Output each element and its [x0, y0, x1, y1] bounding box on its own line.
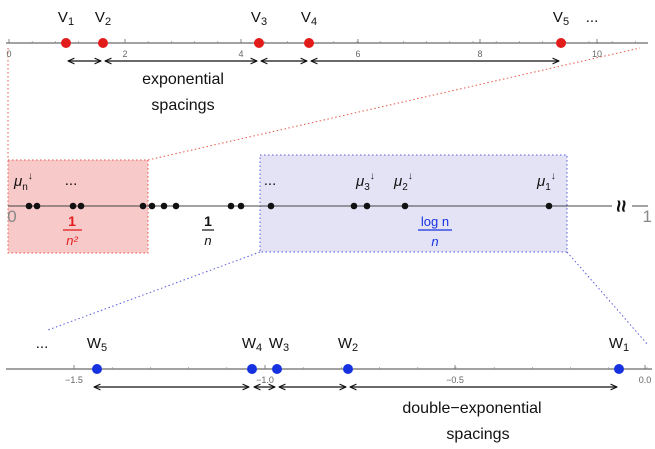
top-caption-line2: spacings	[151, 97, 214, 114]
svg-text:n: n	[204, 233, 211, 248]
point-mu-cluster	[69, 202, 77, 210]
point-mu-cluster	[172, 202, 180, 210]
point-label-w1: W1	[609, 335, 629, 354]
point-mu3	[363, 202, 371, 210]
svg-text:1: 1	[68, 213, 76, 229]
point-w4	[247, 364, 257, 374]
point-v3	[254, 38, 264, 48]
point-label-v5: V5	[553, 9, 569, 28]
label-mu-3: μ3↓	[355, 171, 375, 193]
point-v2	[98, 38, 108, 48]
point-w5	[92, 364, 102, 374]
point-label-w2: W2	[338, 335, 358, 354]
bottom-axis-ticks: −1.5 −1.0 −0.5 0.0	[65, 365, 651, 385]
top-axis-tick-label: 4	[238, 49, 243, 59]
bottom-caption-line1: double−exponential	[402, 400, 541, 417]
zoom-connectors	[7, 47, 649, 346]
svg-text:n²: n²	[66, 233, 78, 248]
top-ellipsis: ...	[586, 9, 599, 26]
top-axis-tick-label: 0	[6, 49, 11, 59]
fraction-one-over-n-squared: 1 n²	[63, 213, 82, 248]
point-mu1	[545, 202, 553, 210]
middle-points	[25, 202, 553, 210]
label-mu-n: μn↓	[13, 171, 33, 193]
middle-axis-zero: 0	[7, 207, 16, 226]
label-mu-1: μ1↓	[536, 171, 556, 193]
point-v5	[556, 38, 566, 48]
red-connector-right	[147, 47, 641, 161]
blue-connector-right	[566, 251, 649, 346]
point-mu-cluster	[139, 202, 147, 210]
point-mu-cluster	[267, 202, 275, 210]
point-mu3-neighbor	[350, 202, 358, 210]
point-label-v3: V3	[251, 9, 267, 28]
point-label-w5: W5	[87, 335, 107, 354]
point-v1	[61, 38, 71, 48]
bottom-caption-line2: spacings	[446, 426, 509, 443]
label-mu-2: μ2↓	[393, 171, 413, 193]
top-axis-ticks: 0 2 4 6 8 10	[6, 39, 636, 59]
point-mu2	[401, 202, 409, 210]
point-label-w3: W3	[269, 335, 289, 354]
point-label-v4: V4	[301, 9, 317, 28]
top-axis-tick-label: 6	[355, 49, 360, 59]
point-mu-cluster	[237, 202, 245, 210]
svg-text:n: n	[431, 234, 438, 249]
fraction-log-n-over-n: log n n	[418, 214, 452, 249]
bottom-axis-tick-label: −1.5	[65, 375, 83, 385]
middle-axis-one: 1	[643, 207, 652, 226]
fraction-one-over-n: 1 n	[202, 213, 214, 248]
point-label-w4: W4	[242, 335, 262, 354]
middle-ellipsis-left: ...	[65, 172, 78, 189]
point-mu-cluster	[77, 202, 85, 210]
point-mu-cluster	[25, 202, 33, 210]
point-label-v1: V1	[58, 9, 74, 28]
point-v4	[304, 38, 314, 48]
bottom-axis-tick-label: −0.5	[446, 375, 464, 385]
bottom-axis-tick-label: 0.0	[639, 375, 652, 385]
point-w1	[614, 364, 624, 374]
point-mu-cluster	[148, 202, 156, 210]
point-mu-cluster	[160, 202, 168, 210]
svg-text:1: 1	[204, 213, 212, 229]
point-label-v2: V2	[95, 9, 111, 28]
point-mu-cluster	[33, 202, 41, 210]
axis-break-icon: ≈	[609, 200, 634, 212]
bottom-axis-tick-label: −1.0	[256, 375, 274, 385]
point-w2	[343, 364, 353, 374]
bottom-ellipsis: ...	[36, 335, 49, 352]
point-mu-cluster	[227, 202, 235, 210]
blue-connector-left	[47, 251, 261, 331]
top-axis: 0 2 4 6 8 10 V1 V2 V3 V4 V5 ... exponential s…	[6, 9, 648, 114]
bottom-axis: −1.5 −1.0 −0.5 0.0 ... W5 W4 W3 W2 W1 doubl…	[6, 335, 652, 443]
top-axis-tick-label: 10	[592, 49, 602, 59]
point-w3	[272, 364, 282, 374]
top-caption-line1: exponential	[142, 71, 224, 88]
middle-ellipsis-mid: ...	[264, 172, 277, 189]
top-axis-tick-label: 8	[477, 49, 482, 59]
blue-zoom-region	[259, 154, 568, 253]
svg-text:log n: log n	[421, 214, 449, 229]
top-axis-tick-label: 2	[122, 49, 127, 59]
middle-axis: 0 1 ≈ μn↓ μ3↓ μ2↓ μ1↓ ... ...	[7, 154, 652, 254]
